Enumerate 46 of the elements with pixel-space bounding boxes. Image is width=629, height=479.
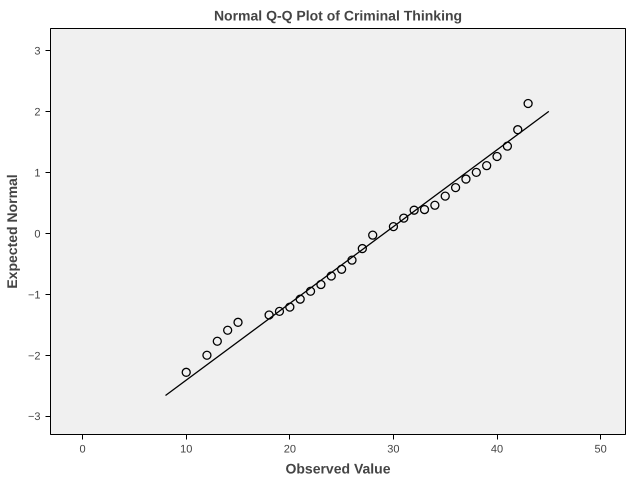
point [296, 294, 305, 304]
y-axis-title: Expected Normal [4, 174, 20, 289]
point [212, 336, 222, 346]
point [430, 200, 440, 210]
point [368, 230, 378, 240]
point [410, 206, 419, 215]
point [450, 182, 460, 192]
y-tick-label: 1 [34, 167, 41, 180]
point [285, 302, 294, 312]
y-tick-label: 0 [34, 228, 41, 240]
chart-title: Normal Q-Q Plot of Criminal Thinking [214, 8, 462, 24]
x-tick-label: 30 [387, 444, 400, 456]
point [399, 213, 408, 223]
point [502, 142, 512, 151]
y-tick-label: −2 [28, 350, 41, 362]
point [202, 350, 212, 360]
y-tick-label: −3 [28, 411, 41, 424]
x-tick-label: 10 [180, 444, 192, 456]
point [472, 168, 481, 178]
point [316, 280, 326, 290]
point [420, 204, 430, 214]
point [388, 222, 398, 232]
x-axis-title: Observed Value [285, 460, 391, 476]
point [182, 368, 191, 377]
point [264, 310, 274, 320]
y-tick-label: 2 [34, 106, 41, 118]
y-tick-label: −1 [28, 289, 41, 302]
point [233, 318, 243, 327]
point [326, 271, 336, 281]
point [482, 161, 492, 170]
x-tick-label: 0 [80, 444, 86, 456]
point [492, 152, 502, 162]
point [306, 286, 316, 296]
point [223, 326, 232, 335]
x-tick-label: 40 [490, 444, 504, 456]
point [523, 98, 533, 108]
x-tick-label: 50 [594, 444, 607, 456]
x-tick-label: 20 [284, 444, 296, 456]
point [440, 192, 450, 201]
point [513, 125, 522, 134]
y-tick-label: 3 [34, 45, 41, 58]
point [461, 174, 471, 184]
point [358, 244, 367, 254]
point [336, 264, 346, 274]
point [274, 306, 284, 316]
point [347, 256, 357, 265]
